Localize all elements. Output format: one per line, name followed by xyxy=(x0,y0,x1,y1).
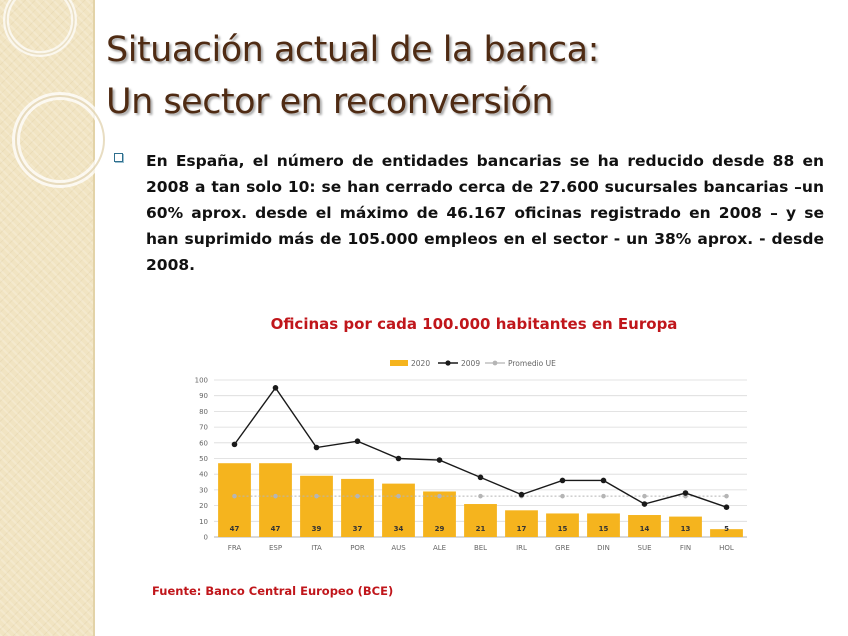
x-tick-label-GRE: GRE xyxy=(555,544,570,552)
point-promedio-DIN xyxy=(601,493,606,499)
bar-ITA xyxy=(300,475,333,537)
x-tick-label-IRL: IRL xyxy=(516,544,527,552)
point-2009-ALE xyxy=(436,457,443,463)
point-2009-ESP xyxy=(272,385,279,391)
legend-marker-2009 xyxy=(445,360,451,366)
point-promedio-POR xyxy=(355,493,360,499)
bar-value-label-FIN: 13 xyxy=(681,525,691,533)
y-tick-label-30: 30 xyxy=(199,486,208,494)
chart-title: Oficinas por cada 100.000 habitantes en … xyxy=(270,315,678,333)
bar-value-label-ALE: 29 xyxy=(435,525,445,533)
bar-BEL xyxy=(464,504,497,537)
point-2009-GRE xyxy=(559,477,566,484)
y-tick-label-90: 90 xyxy=(199,392,208,400)
bar-SUE xyxy=(628,515,661,537)
bar-value-label-ESP: 47 xyxy=(271,525,281,533)
point-promedio-ESP xyxy=(273,493,278,499)
legend-label-promedio: Promedio UE xyxy=(508,359,556,368)
legend-marker-promedio xyxy=(492,360,498,366)
point-2009-SUE xyxy=(641,501,648,507)
bar-HOL xyxy=(710,529,743,537)
slide-title-line2: Un sector en reconversión xyxy=(106,82,554,122)
y-tick-label-20: 20 xyxy=(199,502,208,510)
bar-value-label-DIN: 15 xyxy=(599,525,609,533)
left-band-edge xyxy=(93,0,95,636)
bar-FIN xyxy=(669,516,702,537)
source-note: Fuente: Banco Central Europeo (BCE) xyxy=(152,584,394,598)
y-tick-label-0: 0 xyxy=(204,534,208,542)
point-2009-FRA xyxy=(231,441,238,448)
point-promedio-ITA xyxy=(314,493,319,499)
decorative-circles xyxy=(3,0,108,188)
y-tick-label-70: 70 xyxy=(199,424,208,432)
slide-title: Situación actual de la banca: Un sector … xyxy=(106,24,599,128)
x-tick-label-HOL: HOL xyxy=(719,544,734,552)
x-tick-label-FIN: FIN xyxy=(680,544,691,552)
bar-value-label-ITA: 39 xyxy=(312,525,322,533)
bar-value-label-AUS: 34 xyxy=(394,525,404,533)
point-promedio-HOL xyxy=(724,493,729,499)
bar-value-label-POR: 37 xyxy=(353,525,363,533)
x-tick-label-SUE: SUE xyxy=(638,544,652,552)
point-2009-AUS xyxy=(395,455,402,462)
bar-ALE xyxy=(423,491,456,537)
x-tick-label-ITA: ITA xyxy=(311,544,322,552)
point-promedio-BEL xyxy=(478,493,483,499)
point-promedio-SUE xyxy=(642,493,647,499)
point-promedio-GRE xyxy=(560,493,565,499)
point-2009-FIN xyxy=(682,490,689,496)
bar-GRE xyxy=(546,513,579,537)
bar-value-label-FRA: 47 xyxy=(230,525,240,533)
bar-ESP xyxy=(259,463,292,537)
legend-label-2009: 2009 xyxy=(461,359,480,368)
y-tick-label-10: 10 xyxy=(199,518,208,526)
y-tick-label-50: 50 xyxy=(199,455,208,463)
bar-POR xyxy=(341,478,374,537)
bar-value-label-IRL: 17 xyxy=(517,525,527,533)
x-tick-label-POR: POR xyxy=(350,544,365,552)
bar-value-label-SUE: 14 xyxy=(640,525,650,533)
bar-FRA xyxy=(218,463,251,537)
point-2009-BEL xyxy=(477,474,484,481)
y-tick-label-60: 60 xyxy=(199,439,208,447)
x-tick-label-AUS: AUS xyxy=(391,544,406,552)
x-tick-label-ESP: ESP xyxy=(269,544,282,552)
bullet-text: En España, el número de entidades bancar… xyxy=(146,152,824,274)
slide-title-line1: Situación actual de la banca: xyxy=(106,30,599,70)
y-tick-label-40: 40 xyxy=(199,471,208,479)
legend-label-2020: 2020 xyxy=(411,359,430,368)
x-tick-label-BEL: BEL xyxy=(474,544,487,552)
y-tick-label-80: 80 xyxy=(199,408,208,416)
bar-value-label-GRE: 15 xyxy=(558,525,568,533)
bar-IRL xyxy=(505,510,538,537)
x-tick-label-ALE: ALE xyxy=(433,544,446,552)
point-promedio-FRA xyxy=(232,493,237,499)
square-bullet-icon xyxy=(114,153,123,162)
bar-DIN xyxy=(587,513,620,537)
bar-AUS xyxy=(382,483,415,537)
point-2009-IRL xyxy=(518,491,525,498)
point-2009-ITA xyxy=(313,444,320,451)
x-tick-label-FRA: FRA xyxy=(228,544,242,552)
point-2009-HOL xyxy=(723,504,730,510)
point-2009-DIN xyxy=(600,477,607,484)
y-tick-label-100: 100 xyxy=(195,377,208,385)
legend-swatch-2020 xyxy=(390,360,408,366)
point-2009-POR xyxy=(354,438,361,445)
point-promedio-ALE xyxy=(437,493,442,499)
x-tick-label-DIN: DIN xyxy=(597,544,610,552)
left-decorative-band xyxy=(0,0,93,636)
bar-line-chart: 2020 2009 Promedio UE 0 10 20 30 40 50 60 70 80 90 10… xyxy=(195,359,747,552)
bar-value-label-BEL: 21 xyxy=(476,525,486,533)
point-promedio-AUS xyxy=(396,493,401,499)
bar-value-label-HOL: 5 xyxy=(724,525,729,533)
